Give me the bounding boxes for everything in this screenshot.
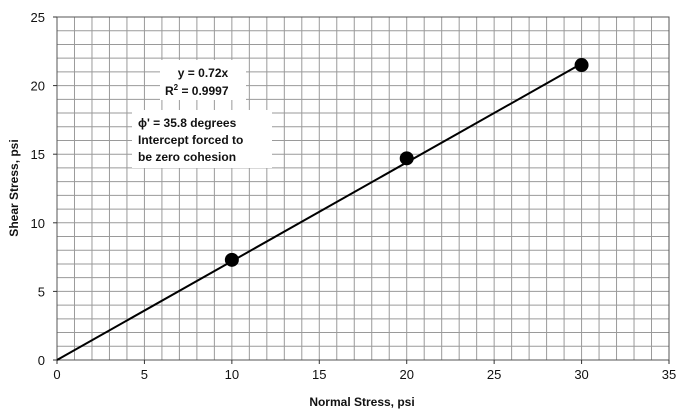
y-tick-label: 15 [31, 147, 45, 162]
data-point [399, 151, 414, 166]
x-axis-tick-labels: 0 5 10 15 20 25 30 35 [53, 360, 676, 382]
plot-area-border [56, 16, 670, 361]
r-squared-text: R2 = 0.9997 [165, 83, 229, 98]
data-point [574, 58, 589, 73]
x-axis-title: Normal Stress, psi [309, 395, 414, 409]
y-axis-title: Shear Stress, psi [7, 139, 21, 236]
y-tick-label: 5 [38, 284, 45, 299]
note-box [132, 110, 272, 168]
intercept-note-line1: Intercept forced to [138, 133, 243, 147]
y-axis-tick-labels: 0 5 10 15 20 25 [31, 10, 57, 368]
friction-angle-text: ϕ' = 35.8 degrees [138, 116, 237, 130]
r-squared-prefix: R [165, 84, 174, 98]
trendline [56, 62, 583, 361]
equation-text: y = 0.72x [178, 66, 229, 80]
data-points [224, 58, 589, 267]
y-tick-label: 10 [31, 216, 45, 231]
gridlines [56, 16, 670, 361]
r-squared-value: = 0.9997 [178, 84, 229, 98]
intercept-note-line2: be zero cohesion [138, 150, 236, 164]
x-tick-label: 30 [574, 367, 588, 382]
x-tick-label: 5 [141, 367, 148, 382]
x-tick-label: 35 [662, 367, 676, 382]
y-tick-label: 0 [38, 353, 45, 368]
equation-box [160, 60, 246, 100]
trendline-group [56, 62, 583, 361]
x-tick-label: 0 [53, 367, 60, 382]
x-tick-label: 25 [487, 367, 501, 382]
y-tick-label: 25 [31, 10, 45, 25]
y-tick-label: 20 [31, 79, 45, 94]
x-tick-label: 15 [312, 367, 326, 382]
x-tick-label: 10 [225, 367, 239, 382]
r-squared-exponent: 2 [174, 83, 179, 92]
data-point [224, 252, 239, 267]
x-tick-label: 20 [399, 367, 413, 382]
